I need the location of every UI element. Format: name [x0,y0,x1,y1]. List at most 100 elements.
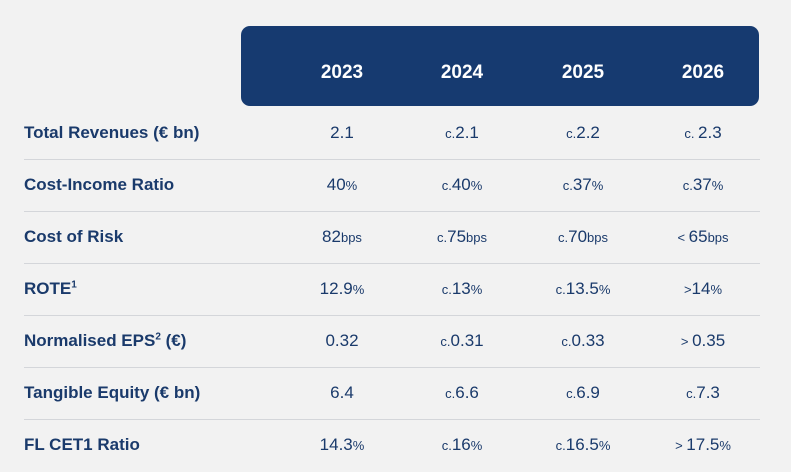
cell-qualifier: c. [441,282,452,297]
cell-value: 0.32 [325,331,359,350]
cell-value: 37 [692,175,712,194]
row-label-text: ROTE [24,279,72,298]
row-label: Cost-Income Ratio [24,159,174,211]
cell-qualifier: c. [566,126,577,141]
year-header-2023: 2023 [320,62,364,83]
cell-value: 70 [568,227,588,246]
cell-qualifier: < [677,230,689,245]
row-label: Normalised EPS2 (€) [24,315,186,367]
year-header-2026: 2026 [681,62,725,83]
cell-unit: % [470,178,483,193]
table-cell: 14.3% [282,419,402,471]
table-cell: c.0.33 [523,315,643,367]
cell-qualifier: c. [441,438,452,453]
row-label: Tangible Equity (€ bn) [24,367,200,419]
cell-value: 2.3 [698,123,722,142]
row-label-text: Cost-Income Ratio [24,175,175,194]
cell-unit: % [470,282,483,297]
table-row: Tangible Equity (€ bn) 6.4 c.6.6 c.6.9 c.7.3 [24,367,760,419]
table-cell: c.40% [402,159,522,211]
table-cell: >14% [643,263,763,315]
row-divider [24,315,760,316]
cell-unit: % [345,178,358,193]
table-row: Cost of Risk 82bps c.75bps c.70bps < 65bps [24,211,760,263]
cell-value: 7.3 [696,383,720,402]
cell-value: 6.6 [455,383,479,402]
cell-qualifier: c. [682,178,693,193]
cell-qualifier: c. [562,178,573,193]
year-header-2024: 2024 [440,62,484,83]
cell-unit: % [710,282,723,297]
row-label-suffix: (€) [160,331,187,350]
footnote-marker: 1 [71,279,77,291]
table-cell: c.2.2 [523,107,643,159]
cell-value: 6.4 [330,383,354,402]
table-cell: > 17.5% [643,419,763,471]
cell-unit: % [591,178,604,193]
cell-unit: % [352,282,365,297]
cell-value: 82 [322,227,341,246]
table-cell: c.6.9 [523,367,643,419]
table-cell: 2.1 [282,107,402,159]
table-cell: c.13% [402,263,522,315]
cell-value: 14.3 [319,435,353,454]
cell-value: 40 [326,175,346,194]
footnote-marker: 2 [155,331,161,343]
cell-qualifier: c. [686,386,697,401]
cell-qualifier: c. [555,438,566,453]
cell-value: 13.5 [565,279,599,298]
table-cell: c.0.31 [402,315,522,367]
table-cell: 12.9% [282,263,402,315]
cell-qualifier: c. [436,230,448,245]
table-cell: > 0.35 [643,315,763,367]
cell-value: 17.5 [686,435,720,454]
cell-unit: % [711,178,724,193]
cell-unit: % [719,438,731,453]
table-cell: c.16.5% [523,419,643,471]
table-cell: c.75bps [402,211,522,263]
cell-unit: bps [587,230,608,245]
row-label: FL CET1 Ratio [24,419,140,471]
table-cell: c. 2.3 [643,107,763,159]
cell-qualifier: c. [445,386,456,401]
cell-value: 0.33 [571,331,605,350]
cell-value: 2.1 [455,123,479,142]
table-cell: c.70bps [523,211,643,263]
table-row: Total Revenues (€ bn) 2.1 c.2.1 c.2.2 c. 2.3 [24,107,760,159]
row-label-text: Tangible Equity (€ bn) [24,383,201,402]
row-label-text: Normalised EPS [24,331,156,350]
row-label: ROTE1 [24,263,77,315]
cell-unit: bps [466,230,487,245]
cell-value: 37 [572,175,592,194]
cell-value: 0.31 [450,331,484,350]
row-divider [24,263,760,264]
row-label: Cost of Risk [24,211,123,263]
row-label-text: FL CET1 Ratio [24,435,140,454]
cell-unit: % [598,282,611,297]
table-cell: 40% [282,159,402,211]
table-cell: c.2.1 [402,107,522,159]
table-cell: c.37% [523,159,643,211]
table-cell: 82bps [282,211,402,263]
table-row: Cost-Income Ratio 40% c.40% c.37% c.37% [24,159,760,211]
table-row: Normalised EPS2 (€) 0.32 c.0.31 c.0.33 > 0.3… [24,315,760,367]
table-row: FL CET1 Ratio 14.3% c.16% c.16.5% > 17.5% [24,419,760,471]
cell-qualifier: c. [566,386,577,401]
table-cell: c.7.3 [643,367,763,419]
table-cell: c.16% [402,419,522,471]
row-divider [24,367,760,368]
cell-qualifier: c. [445,126,456,141]
cell-value: 12.9 [319,279,353,298]
cell-value: 14 [691,279,711,298]
row-divider [24,419,760,420]
cell-value: 65 [688,227,708,246]
cell-value: 40 [451,175,471,194]
cell-value: 13 [451,279,471,298]
table-cell: < 65bps [643,211,763,263]
cell-value: 2.1 [330,123,354,142]
row-divider [24,211,760,212]
table-header-bar [241,26,759,106]
table-cell: 0.32 [282,315,402,367]
cell-unit: bps [340,230,362,245]
table-cell: 6.4 [282,367,402,419]
